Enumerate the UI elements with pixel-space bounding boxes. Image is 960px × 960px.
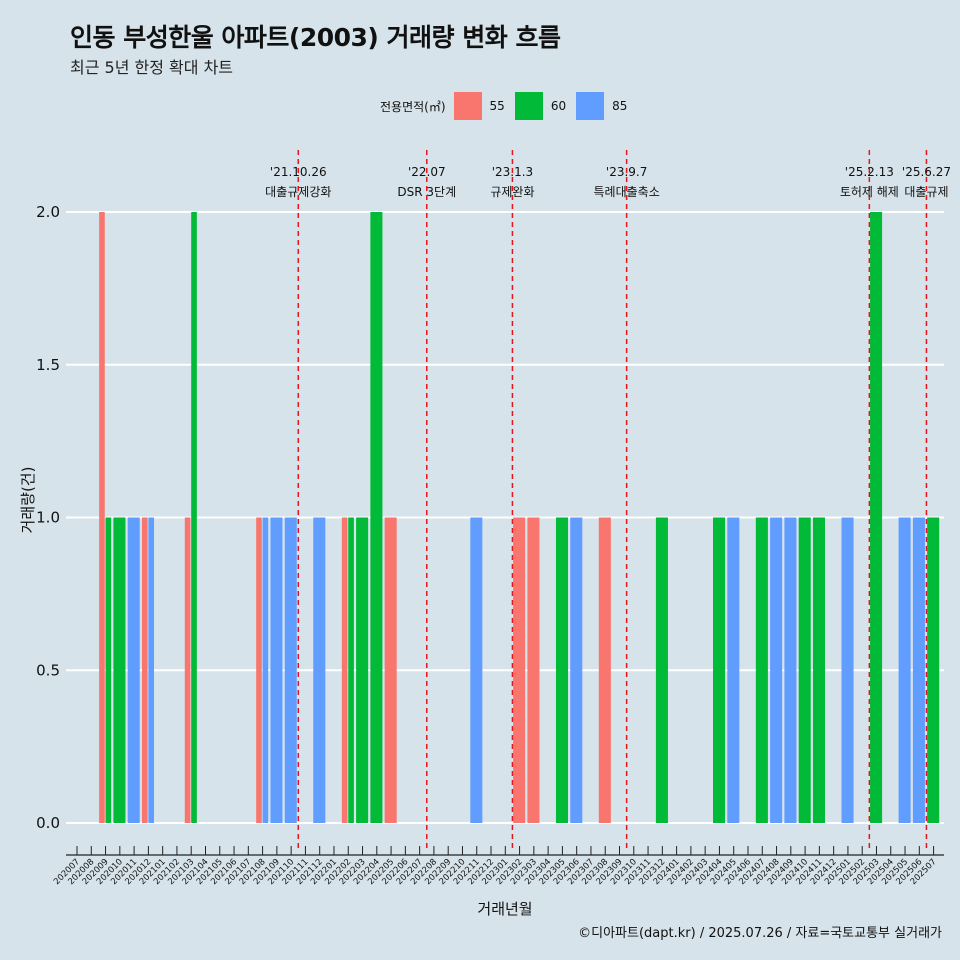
event-label: 대출규제 <box>904 185 948 199</box>
bar <box>348 517 354 823</box>
legend-label-55: 55 <box>489 99 505 113</box>
bar <box>184 517 191 823</box>
bar <box>284 517 297 823</box>
bar <box>798 517 811 823</box>
bar <box>713 517 726 823</box>
event-date-label: '23.1.3 <box>492 165 533 179</box>
event-date-label: '21.10.26 <box>270 165 327 179</box>
legend-item-60: 60 <box>514 92 567 120</box>
y-tick-label: 1.0 <box>36 509 60 527</box>
bar <box>770 517 783 823</box>
legend-item-55: 55 <box>453 92 505 120</box>
event-label: 특례대출축소 <box>594 185 660 199</box>
bar <box>191 212 197 823</box>
legend-item-85: 85 <box>576 92 627 120</box>
bar <box>727 517 740 823</box>
bar <box>127 517 140 823</box>
bar <box>148 517 155 823</box>
y-axis-title: 거래량(건) <box>19 467 37 534</box>
bar <box>570 517 583 823</box>
bar <box>598 517 611 823</box>
event-label: 토허제 해제 <box>840 185 899 199</box>
bar <box>313 517 326 823</box>
chart-subtitle: 최근 5년 한정 확대 차트 <box>70 58 234 77</box>
bar <box>841 517 854 823</box>
event-date-label: '25.2.13 <box>845 165 894 179</box>
bar <box>912 517 925 823</box>
event-label: DSR 3단계 <box>397 185 456 199</box>
bar <box>870 212 883 823</box>
bar <box>262 517 269 823</box>
legend-swatch-85 <box>576 92 605 120</box>
bar <box>655 517 668 823</box>
bar <box>513 517 526 823</box>
legend-swatch-60 <box>514 92 543 120</box>
event-date-label: '23.9.7 <box>606 165 647 179</box>
bar <box>370 212 383 823</box>
event-date-label: '25.6.27 <box>902 165 951 179</box>
legend-label-85: 85 <box>612 99 628 113</box>
legend-title: 전용면적(㎡) <box>380 99 446 114</box>
bar <box>270 517 283 823</box>
bar <box>470 517 483 823</box>
bar <box>356 517 369 823</box>
chart-title: 인동 부성한울 아파트(2003) 거래량 변화 흐름 <box>70 23 561 52</box>
bar <box>384 517 397 823</box>
bar <box>256 517 262 823</box>
bar <box>812 517 825 823</box>
legend-label-60: 60 <box>550 99 567 113</box>
bar <box>527 517 540 823</box>
bar <box>927 517 940 823</box>
bar <box>784 517 797 823</box>
bar <box>113 517 126 823</box>
bar <box>105 517 112 823</box>
event-date-label: '22.07 <box>408 165 446 179</box>
event-label: 대출규제강화 <box>265 185 331 199</box>
y-tick-label: 2.0 <box>36 203 60 221</box>
legend-swatch-55 <box>453 92 482 120</box>
bar <box>341 517 348 823</box>
bar <box>898 517 911 823</box>
bar <box>99 212 105 823</box>
bar <box>555 517 569 823</box>
x-axis-title: 거래년월 <box>477 900 532 918</box>
bar <box>755 517 768 823</box>
y-tick-label: 1.5 <box>36 356 60 374</box>
bar <box>141 517 148 823</box>
source-caption: ©디아파트(dapt.kr) / 2025.07.26 / 자료=국토교통부 실… <box>578 926 942 941</box>
y-tick-label: 0.5 <box>36 661 60 679</box>
y-tick-label: 0.0 <box>36 814 60 832</box>
legend: 전용면적(㎡) 55 60 85 <box>380 92 637 120</box>
event-label: 규제완화 <box>490 185 534 199</box>
